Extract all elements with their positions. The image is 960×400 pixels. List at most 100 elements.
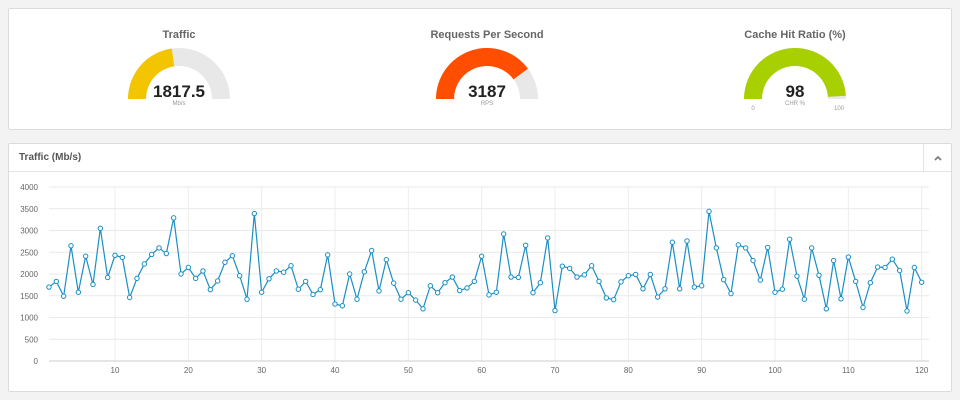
data-point xyxy=(750,257,756,264)
data-point xyxy=(258,289,265,295)
data-point xyxy=(346,271,353,277)
data-point xyxy=(720,276,727,283)
x-tick-label: 20 xyxy=(184,366,193,375)
data-point xyxy=(90,281,96,288)
data-point xyxy=(486,292,492,298)
data-point xyxy=(515,274,522,281)
data-point xyxy=(112,252,118,258)
data-point xyxy=(830,257,837,264)
gauges-panel: Traffic 1817.5 Mb/s Requests Per Second … xyxy=(8,8,952,130)
data-point xyxy=(148,251,155,258)
x-tick-label: 80 xyxy=(624,366,633,375)
y-tick-label: 2500 xyxy=(20,248,38,257)
data-point xyxy=(53,278,60,285)
data-point xyxy=(398,296,404,302)
collapse-button[interactable] xyxy=(923,144,951,172)
data-point xyxy=(383,256,390,263)
data-point xyxy=(808,245,815,251)
data-point xyxy=(537,280,544,286)
y-tick-label: 0 xyxy=(34,357,39,366)
traffic-gauge: Traffic 1817.5 Mb/s xyxy=(69,9,289,129)
chart-title: Traffic (Mb/s) xyxy=(19,152,82,163)
gauge-title: Traffic xyxy=(162,29,196,41)
x-tick-label: 30 xyxy=(257,366,266,375)
gauge-svg: 1817.5 Mb/s xyxy=(128,48,230,107)
data-point xyxy=(236,273,243,279)
data-point xyxy=(134,275,140,282)
data-point xyxy=(97,225,104,232)
gauge-fill xyxy=(436,47,528,99)
data-point xyxy=(427,283,434,289)
data-point xyxy=(339,303,346,309)
data-point xyxy=(456,287,463,294)
data-point xyxy=(654,294,661,300)
data-point xyxy=(882,264,888,271)
x-tick-label: 100 xyxy=(768,366,782,375)
data-point xyxy=(874,264,881,270)
data-point xyxy=(412,297,419,303)
data-point xyxy=(302,278,309,285)
gauge-title: Cache Hit Ratio (%) xyxy=(744,29,846,41)
data-point xyxy=(618,279,624,285)
requests-gauge: Requests Per Second 3187 RPS xyxy=(377,9,597,129)
data-point xyxy=(229,253,236,259)
data-point xyxy=(794,273,800,279)
y-tick-label: 1500 xyxy=(20,292,38,301)
data-point xyxy=(625,273,632,279)
data-point xyxy=(632,271,639,278)
x-tick-label: 90 xyxy=(697,366,706,375)
data-point xyxy=(251,210,258,217)
x-tick-label: 10 xyxy=(111,366,120,375)
data-point xyxy=(178,271,184,277)
data-point xyxy=(669,239,676,245)
data-point xyxy=(647,271,654,278)
data-point xyxy=(742,245,749,251)
data-point xyxy=(354,296,360,302)
y-tick-label: 4000 xyxy=(20,183,38,192)
gauge-svg: 3187 RPS xyxy=(436,47,538,107)
x-tick-label: 60 xyxy=(477,366,486,375)
x-tick-label: 120 xyxy=(915,366,929,375)
gauge-unit: RPS xyxy=(481,101,493,107)
gauge-value: 98 xyxy=(786,82,805,101)
gauge-svg: 98 CHR % 0 100 xyxy=(744,47,846,112)
data-point xyxy=(310,291,316,298)
data-point xyxy=(185,264,192,271)
data-point xyxy=(530,290,536,296)
data-point xyxy=(434,290,441,296)
data-point xyxy=(691,284,698,290)
data-point xyxy=(911,264,918,271)
data-point xyxy=(442,280,448,286)
data-point xyxy=(288,263,294,269)
data-point xyxy=(163,250,170,257)
data-point xyxy=(918,279,925,285)
data-point xyxy=(82,253,89,259)
data-point xyxy=(867,280,874,286)
data-point xyxy=(764,244,771,251)
data-point xyxy=(60,293,67,299)
data-point xyxy=(684,238,690,244)
y-tick-label: 3500 xyxy=(20,205,38,214)
data-point xyxy=(75,289,82,295)
data-point xyxy=(823,306,830,312)
data-point xyxy=(786,236,793,242)
data-point xyxy=(273,268,280,274)
y-tick-label: 3000 xyxy=(20,227,38,236)
gauge-fill xyxy=(744,47,846,99)
data-point xyxy=(596,278,602,285)
x-tick-label: 110 xyxy=(842,366,855,375)
data-point xyxy=(603,295,610,301)
data-point xyxy=(104,274,111,281)
data-point xyxy=(500,231,507,237)
traffic-chart-panel: Traffic (Mb/s) 0 500 1000 1500 2000 2500 3000 3… xyxy=(8,143,952,392)
data-point xyxy=(772,289,778,295)
gauge-unit: Mb/s xyxy=(172,101,185,107)
data-point xyxy=(581,272,588,278)
data-point xyxy=(280,269,287,275)
data-point xyxy=(522,242,529,248)
data-point xyxy=(816,272,822,279)
y-tick-label: 2000 xyxy=(20,270,38,279)
data-point xyxy=(728,290,734,297)
data-point xyxy=(640,286,646,292)
gauge-value: 3187 xyxy=(468,82,506,101)
